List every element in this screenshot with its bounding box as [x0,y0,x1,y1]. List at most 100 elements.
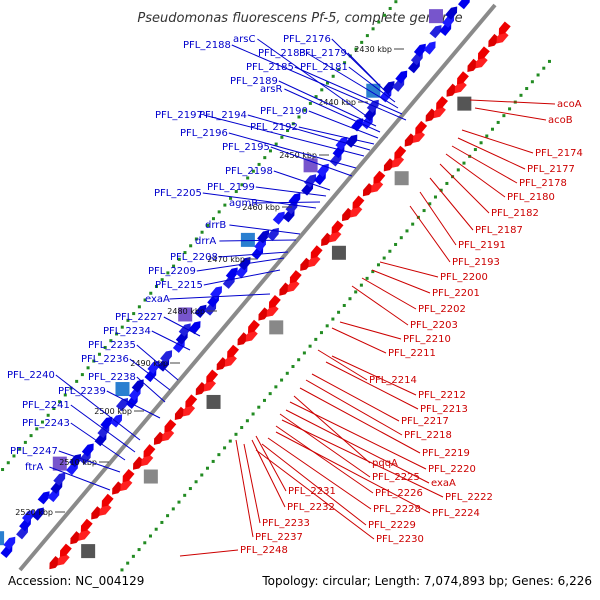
gc-skew-dot [92,359,96,363]
reverse-label-leader [285,409,430,484]
gc-skew-dot [246,176,250,180]
gc-skew-dot [1,468,5,472]
feature-box [366,83,381,98]
gc-skew-dot [445,181,449,185]
gc-skew-dot [58,400,62,404]
forward-gene-arrow [147,360,160,374]
gc-skew-dot [257,162,261,166]
reverse-gene-label: PFL_2178 [519,178,567,189]
reverse-gene-arrow [477,46,490,60]
gc-skew-dot [183,251,187,255]
gc-skew-dot [40,420,44,424]
gc-skew-dot [405,229,409,233]
forward-label-leader [257,38,373,121]
reverse-gene-label: PFL_2233 [262,518,310,529]
reverse-gene-arrow [162,428,175,442]
gc-skew-dot [229,196,233,200]
forward-gene-arrow [110,414,123,428]
gc-skew-dot [359,283,363,287]
gc-skew-dot [177,257,181,261]
reverse-gene-label: PFL_2174 [535,148,583,159]
reverse-gene-arrow [289,270,302,284]
reverse-gene-arrow [268,295,281,309]
gc-skew-dot [188,487,192,491]
reverse-gene-label: PFL_2219 [422,448,470,459]
reverse-gene-arrow [498,21,511,35]
reverse-gene-arrow [371,179,384,193]
reverse-label-leader [325,361,419,410]
forward-gene-label: PFL_2192 [250,122,298,133]
reverse-label-leader [331,355,417,396]
gc-skew-dot [285,371,289,375]
gc-skew-dot [23,440,27,444]
reverse-gene-label: PFL_2229 [368,520,416,531]
gc-skew-dot [365,276,369,280]
gc-skew-dot [485,134,489,138]
reverse-label-leader [317,349,368,381]
reverse-gene-arrow [122,469,135,483]
reverse-label-leader [451,145,518,184]
reverse-gene-label: PFL_2213 [420,404,468,415]
forward-gene-arrow [429,25,442,39]
forward-gene-label: exaA [145,294,170,305]
reverse-gene-label: PFL_2226 [375,488,423,499]
reverse-gene-arrow [475,55,488,69]
forward-label-leader [298,126,375,145]
forward-label-leader [106,390,161,419]
reverse-gene-label: PFL_2222 [445,492,493,503]
gc-skew-dot [137,305,141,309]
gc-skew-dot [325,324,329,328]
gc-skew-dot [251,412,255,416]
forward-gene-arrow [53,472,66,486]
forward-label-leader [253,201,321,204]
gc-skew-dot [377,20,381,24]
gc-skew-dot [331,317,335,321]
forward-label-leader [270,146,353,177]
reverse-gene-label: PFL_2232 [287,502,335,513]
gc-skew-dot [525,87,529,91]
gc-skew-dot [148,534,152,538]
gc-skew-dot [302,351,306,355]
gc-skew-dot [291,122,295,126]
reverse-label-leader [429,177,474,231]
reverse-gene-arrow [141,452,154,467]
forward-gene-label: ftrA [25,462,43,473]
gc-skew-dot [388,6,392,10]
kbp-tick-label: 2490 kbp [130,359,168,368]
reverse-gene-arrow [457,71,469,85]
reverse-gene-arrow [310,245,323,259]
reverse-gene-label: PFL_2231 [288,486,336,497]
forward-gene-arrow [188,321,201,335]
gc-skew-dot [160,278,164,282]
forward-label-leader [203,114,365,157]
kbp-tick-label: 2440 kbp [318,98,356,107]
gc-skew-dot [354,290,358,294]
reverse-gene-label: PFL_2225 [372,472,420,483]
gc-skew-dot [63,393,67,397]
reverse-label-leader [255,435,287,492]
gc-skew-dot [109,339,113,343]
feature-box [428,9,443,24]
kbp-tick-label: 2460 kbp [242,203,280,212]
forward-gene-arrow [335,137,348,151]
gc-skew-dot [126,561,130,565]
gc-skew-dot [245,419,249,423]
forward-gene-label: agmR [229,198,258,209]
forward-label-leader [70,422,126,461]
reverse-gene-label: PFL_2211 [388,348,436,359]
gc-skew-dot [18,447,22,451]
gc-skew-dot [6,461,10,465]
reverse-gene-label: PFL_2200 [440,272,488,283]
forward-gene-label: PFL_2243 [22,418,70,429]
forward-label-leader [347,52,391,97]
gc-skew-dot [348,297,352,301]
reverse-label-leader [379,261,439,278]
forward-gene-label: arsR [260,84,282,95]
gc-skew-dot [354,47,358,51]
gc-skew-dot [268,392,272,396]
gc-skew-dot [132,312,136,316]
gc-skew-dot [519,93,523,97]
reverse-label-leader [299,387,421,454]
reverse-gene-arrow [352,195,365,209]
forward-gene-arrow [225,267,238,281]
